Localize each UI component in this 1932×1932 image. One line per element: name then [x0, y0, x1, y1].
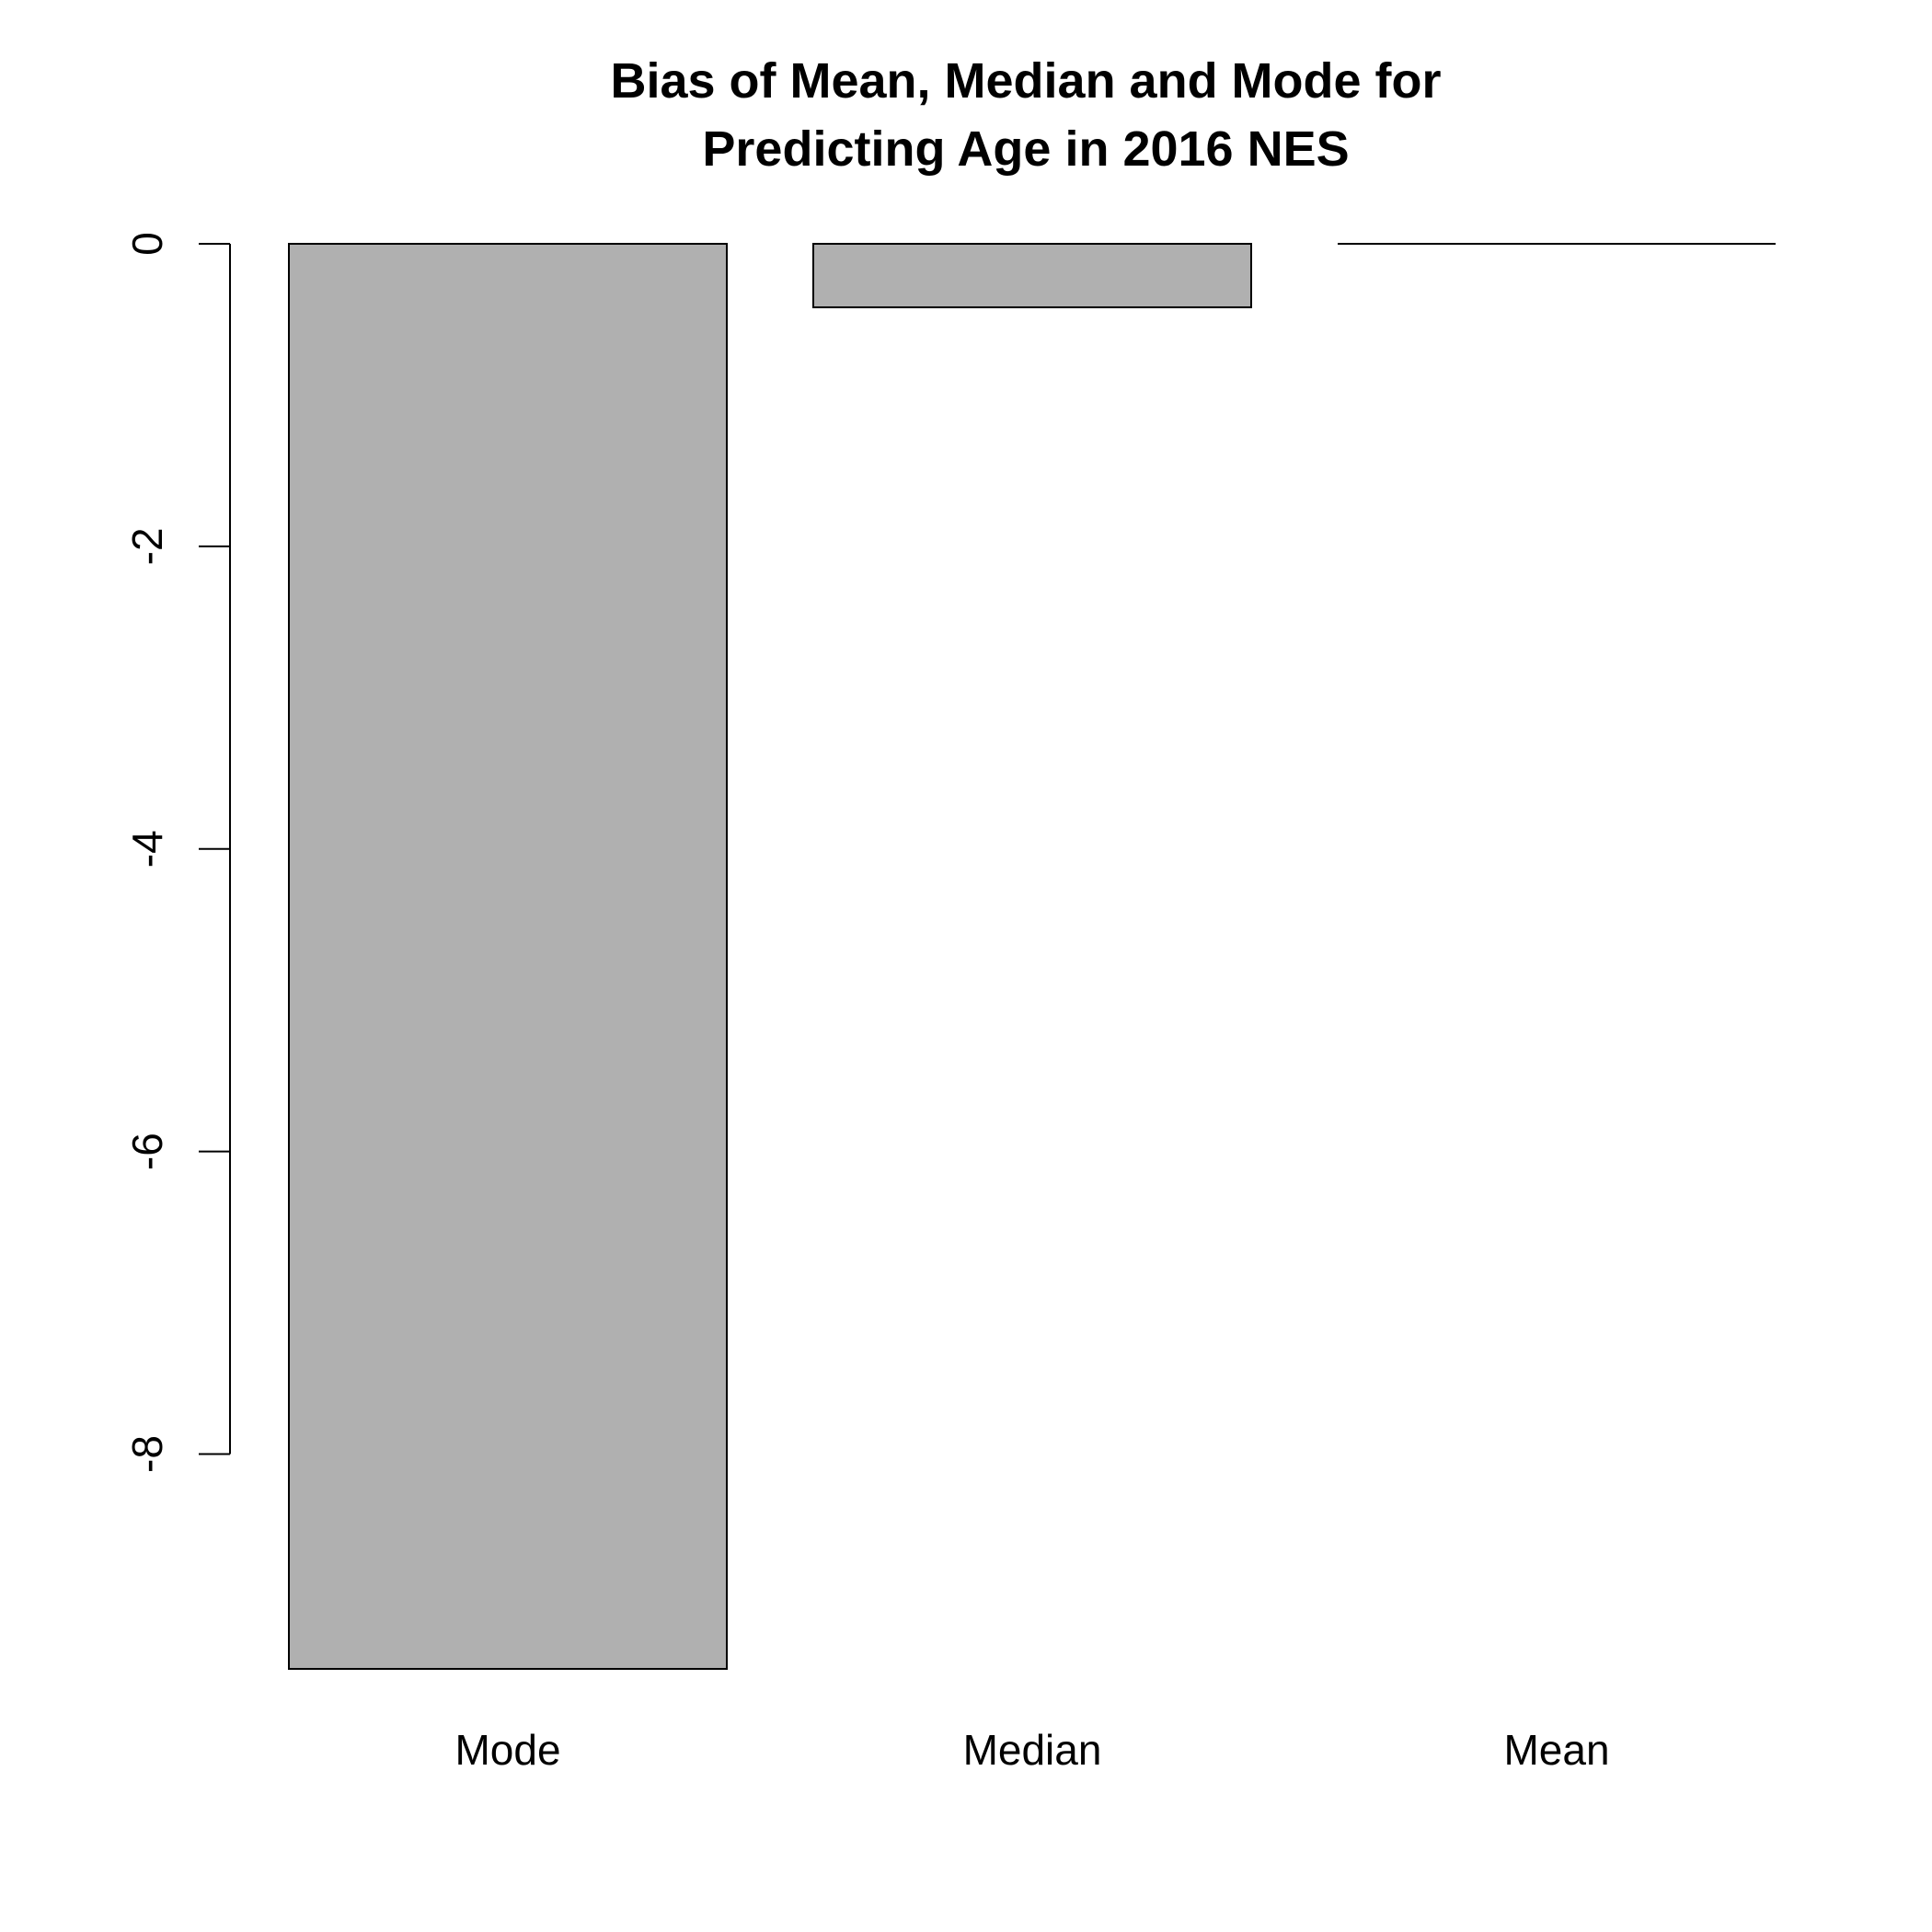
y-tick-label: 0	[123, 232, 171, 256]
bar-mode	[288, 243, 728, 1670]
bar-median	[812, 243, 1252, 309]
category-label-mean: Mean	[1503, 1726, 1609, 1774]
y-tick-label: -2	[123, 527, 171, 565]
chart-title-line-2: Predicting Age in 2016 NES	[702, 121, 1349, 177]
y-tick-label: -6	[123, 1133, 171, 1170]
chart-title-line-1: Bias of Mean, Median and Mode for	[610, 53, 1441, 109]
category-label-median: Median	[963, 1726, 1102, 1774]
category-label-mode: Mode	[454, 1726, 560, 1774]
y-tick-label: -8	[123, 1435, 171, 1473]
y-tick-label: -4	[123, 830, 171, 868]
y-axis: 0 -2 -4 -6 -8	[123, 232, 231, 1473]
bars	[288, 243, 1776, 1670]
category-labels: Mode Median Mean	[454, 1726, 1609, 1774]
